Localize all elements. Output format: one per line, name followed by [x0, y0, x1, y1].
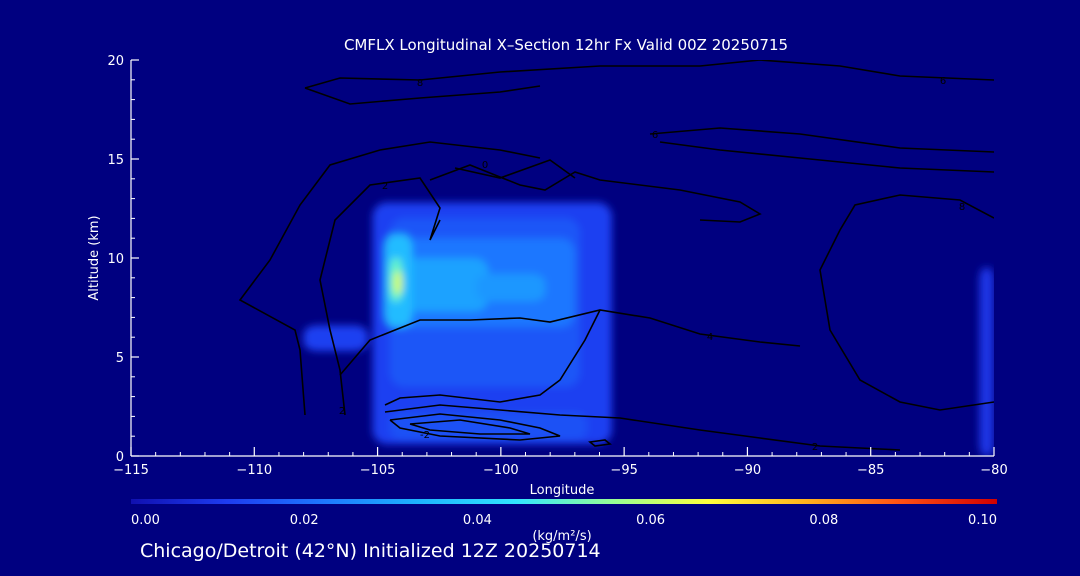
contour-label: 8	[959, 202, 965, 213]
flux-cell	[979, 267, 994, 456]
contour-line	[384, 404, 901, 451]
contour-line	[304, 60, 994, 89]
contour-line	[238, 141, 541, 416]
contour-labels: 8 6 4 2 0 6 8 2 2 -2	[339, 76, 965, 453]
y-tick-label: 5	[116, 351, 124, 366]
contour-line	[429, 164, 762, 223]
contour-line	[659, 141, 994, 173]
footer-caption: Chicago/Detroit (42°N) Initialized 12Z 2…	[140, 540, 601, 562]
colorbar-tick-label: 0.04	[463, 513, 492, 528]
x-axis-label: Longitude	[530, 483, 595, 498]
colorbar-tick-label: 0.08	[809, 513, 838, 528]
x-tick-label: −90	[734, 463, 761, 478]
y-axis-label: Altitude (km)	[87, 215, 102, 300]
contour-label: 2	[812, 442, 818, 453]
chart-title: CMFLX Longitudinal X–Section 12hr Fx Val…	[344, 36, 788, 54]
colorbar-tick-label: 0.10	[968, 513, 997, 528]
y-tick-label: 15	[107, 153, 124, 168]
colorbar-label: (kg/m²/s)	[532, 529, 591, 544]
colorbar-tick-label: 0.00	[131, 513, 160, 528]
flux-cell	[389, 258, 489, 312]
flux-cell	[389, 412, 588, 441]
y-tick-label: 0	[116, 450, 124, 465]
colorbar: 0.00 0.02 0.04 0.06 0.08 0.10 (kg/m²/s)	[131, 499, 997, 544]
y-tick-label: 10	[107, 252, 124, 267]
contour-line	[339, 309, 801, 376]
contour-label: 8	[417, 78, 423, 89]
contour-label: 6	[652, 130, 658, 141]
contour-lines	[238, 60, 994, 451]
contour-label: -2	[420, 430, 430, 441]
contour-label: 2	[339, 406, 345, 417]
contour-line	[819, 194, 994, 411]
flux-cell	[303, 325, 368, 352]
contour-line	[588, 439, 612, 447]
x-tick-label: −80	[980, 463, 1007, 478]
y-tick-label: 20	[107, 54, 124, 69]
contour-line	[304, 85, 541, 105]
x-axis: −115 −110 −105 −100 −95 −90 −85 −80 Longitude	[113, 447, 1008, 498]
contour-line	[409, 419, 531, 435]
flux-cell	[393, 271, 403, 294]
contour-label: 6	[940, 76, 946, 87]
x-tick-label: −105	[360, 463, 396, 478]
flux-field	[303, 202, 994, 456]
colorbar-tick-label: 0.02	[290, 513, 319, 528]
contour-label: 2	[382, 181, 388, 192]
contour-line	[454, 159, 576, 179]
x-tick-label: −95	[610, 463, 637, 478]
contour-line	[649, 127, 994, 153]
x-tick-label: −110	[236, 463, 272, 478]
contour-line	[384, 309, 601, 406]
x-tick-label: −115	[113, 463, 149, 478]
colorbar-tick-label: 0.06	[636, 513, 665, 528]
contour-line	[319, 177, 441, 416]
contour-line	[389, 413, 561, 441]
flux-cell	[476, 273, 546, 302]
y-axis: 0 5 10 15 20 Altitude (km)	[87, 54, 139, 465]
contour-label: 0	[482, 160, 488, 171]
colorbar-bar	[131, 499, 997, 504]
contour-label: 4	[707, 332, 713, 343]
x-tick-label: −85	[857, 463, 884, 478]
x-tick-label: −100	[483, 463, 519, 478]
